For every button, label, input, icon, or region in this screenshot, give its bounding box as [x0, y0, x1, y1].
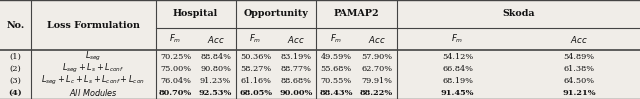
Text: 88.22%: 88.22% — [360, 89, 393, 97]
Text: 70.55%: 70.55% — [321, 77, 352, 85]
Text: 55.68%: 55.68% — [321, 65, 352, 73]
Text: 68.05%: 68.05% — [239, 89, 272, 97]
Text: No.: No. — [6, 21, 24, 30]
Text: Hospital: Hospital — [173, 9, 218, 18]
Text: 91.23%: 91.23% — [200, 77, 231, 85]
Text: 90.80%: 90.80% — [200, 65, 231, 73]
Text: (3): (3) — [10, 77, 21, 85]
Text: $Acc$: $Acc$ — [287, 34, 305, 45]
Text: 68.19%: 68.19% — [442, 77, 473, 85]
Text: 83.19%: 83.19% — [280, 53, 312, 61]
Text: 88.84%: 88.84% — [200, 53, 231, 61]
Text: 80.70%: 80.70% — [159, 89, 192, 97]
Text: 88.77%: 88.77% — [280, 65, 312, 73]
Text: Loss Formulation: Loss Formulation — [47, 21, 140, 30]
Text: PAMAP2: PAMAP2 — [333, 9, 380, 18]
Text: $Acc$: $Acc$ — [207, 34, 225, 45]
Text: 54.12%: 54.12% — [442, 53, 473, 61]
Text: 91.21%: 91.21% — [563, 89, 596, 97]
Text: $F_m$: $F_m$ — [451, 33, 464, 45]
Text: 70.25%: 70.25% — [160, 53, 191, 61]
Text: $F_m$: $F_m$ — [250, 33, 262, 45]
Text: Skoda: Skoda — [502, 9, 534, 18]
Text: 50.36%: 50.36% — [240, 53, 271, 61]
Text: 58.27%: 58.27% — [240, 65, 271, 73]
Text: 88.68%: 88.68% — [280, 77, 312, 85]
Text: 90.00%: 90.00% — [279, 89, 313, 97]
Text: Opportunity: Opportunity — [243, 9, 308, 18]
Text: 49.59%: 49.59% — [321, 53, 352, 61]
Text: 61.38%: 61.38% — [564, 65, 595, 73]
Text: $F_m$: $F_m$ — [330, 33, 342, 45]
Text: 57.90%: 57.90% — [361, 53, 392, 61]
Text: $\mathit{All\ Modules}$: $\mathit{All\ Modules}$ — [68, 87, 118, 99]
Text: $L_{seg} + L_c + L_s + L_{conf} + L_{con}$: $L_{seg} + L_c + L_s + L_{conf} + L_{con… — [41, 74, 145, 88]
Text: 88.43%: 88.43% — [319, 89, 353, 97]
Text: 76.04%: 76.04% — [160, 77, 191, 85]
Text: (2): (2) — [10, 65, 21, 73]
Text: 75.00%: 75.00% — [160, 65, 191, 73]
Text: (4): (4) — [8, 89, 22, 97]
Text: 92.53%: 92.53% — [199, 89, 232, 97]
Text: $L_{seg}$: $L_{seg}$ — [85, 50, 101, 63]
Text: $Acc$: $Acc$ — [570, 34, 588, 45]
Text: 66.84%: 66.84% — [442, 65, 473, 73]
Text: 62.70%: 62.70% — [361, 65, 392, 73]
Text: 91.45%: 91.45% — [441, 89, 474, 97]
Text: $F_m$: $F_m$ — [170, 33, 182, 45]
Text: 54.89%: 54.89% — [564, 53, 595, 61]
Text: 79.91%: 79.91% — [361, 77, 392, 85]
Text: 64.50%: 64.50% — [564, 77, 595, 85]
Text: 61.16%: 61.16% — [240, 77, 271, 85]
Text: $Acc$: $Acc$ — [368, 34, 385, 45]
Text: (1): (1) — [10, 53, 21, 61]
Text: $L_{seg} + L_s + L_{conf}$: $L_{seg} + L_s + L_{conf}$ — [62, 62, 124, 75]
